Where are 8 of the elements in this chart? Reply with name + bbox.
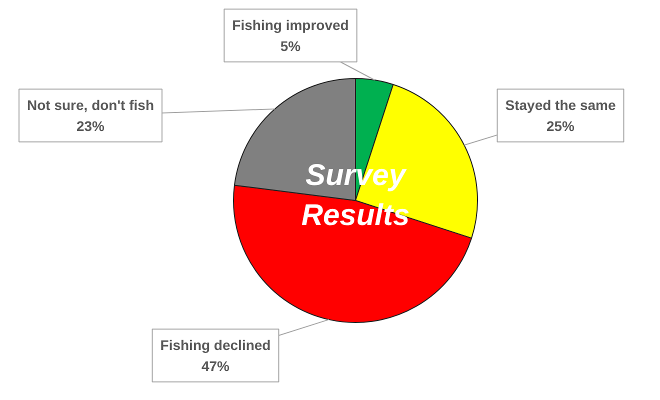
slice-label: Not sure, don't fish [27, 97, 154, 114]
data-label: 47% [201, 358, 230, 374]
data-label: 25% [546, 118, 576, 134]
slice-label: Fishing improved [232, 17, 349, 34]
slice-label: Stayed the same [505, 97, 616, 114]
data-label: 23% [76, 118, 106, 134]
slice-label: Fishing declined [160, 337, 271, 354]
data-label: 5% [280, 38, 302, 54]
